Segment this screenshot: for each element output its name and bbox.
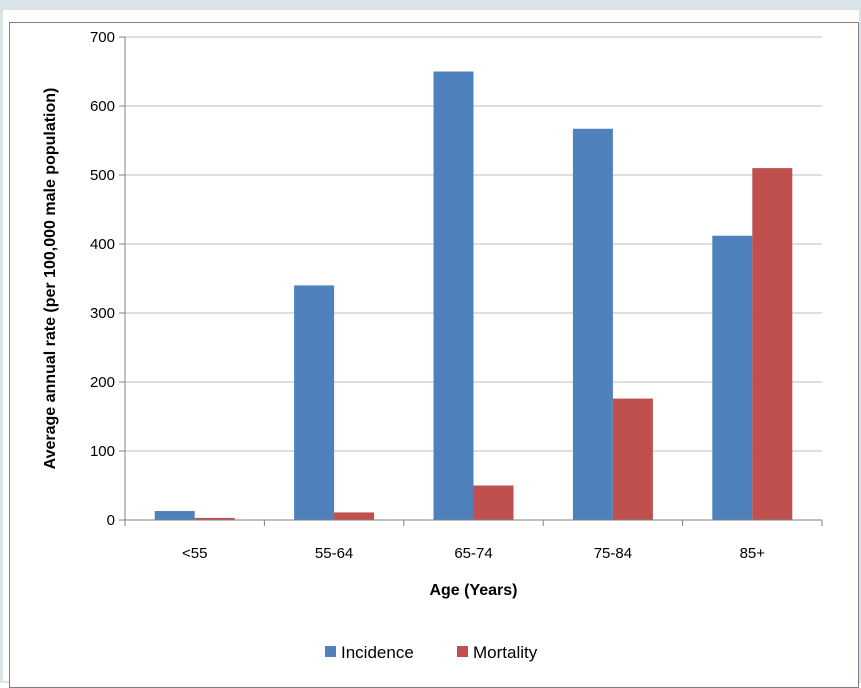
legend-label-mortality: Mortality [473, 643, 538, 662]
legend-swatch-mortality [457, 646, 468, 657]
y-tick-label: 300 [90, 305, 115, 322]
legend-swatch-incidence [325, 646, 336, 657]
x-tick-label: <55 [182, 545, 207, 562]
y-tick-labels: 0 100 200 300 400 500 600 700 [90, 29, 125, 529]
x-axis-title: Age (Years) [429, 582, 517, 599]
x-tick-label: 65-74 [454, 545, 492, 562]
bar-incidence-0 [154, 511, 195, 520]
y-tick-label: 200 [90, 374, 115, 391]
y-tick-label: 700 [90, 29, 115, 46]
y-tick-label: 0 [107, 512, 115, 529]
y-tick-label: 400 [90, 236, 115, 253]
bar-incidence-4 [712, 235, 753, 520]
y-tick-label: 600 [90, 98, 115, 115]
bar-incidence-3 [572, 128, 613, 520]
legend-label-incidence: Incidence [341, 643, 414, 662]
x-tick-labels: <55 55-64 65-74 75-84 85+ [124, 520, 823, 562]
bar-mortality-1 [334, 512, 375, 520]
bars [154, 71, 793, 520]
bar-mortality-2 [473, 485, 514, 520]
bar-mortality-0 [194, 517, 235, 520]
legend: Incidence Mortality [325, 643, 538, 662]
x-tick-label: 85+ [740, 545, 766, 562]
bar-mortality-4 [752, 168, 793, 520]
bar-mortality-3 [612, 398, 653, 520]
y-tick-label: 100 [90, 443, 115, 460]
y-axis-title: Average annual rate (per 100,000 male po… [42, 88, 59, 470]
axes [124, 37, 822, 521]
x-tick-label: 55-64 [315, 545, 353, 562]
y-tick-label: 500 [90, 167, 115, 184]
bar-incidence-1 [294, 285, 335, 520]
bar-incidence-2 [433, 71, 474, 520]
x-tick-label: 75-84 [594, 545, 632, 562]
